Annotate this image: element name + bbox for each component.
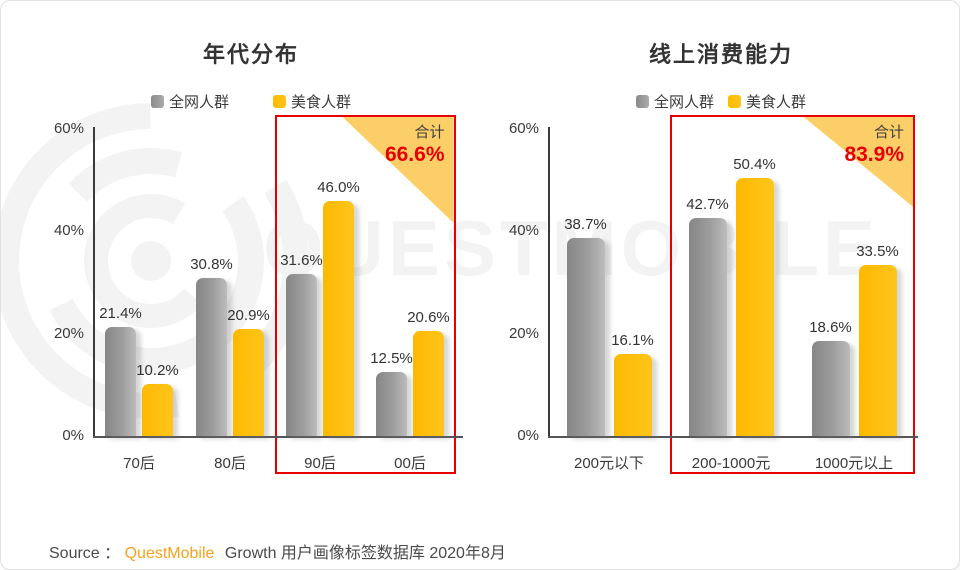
source-line: Source ： QuestMobile Growth 用户画像标签数据库 20… <box>49 539 506 563</box>
bar-全网人群-1000元以上 <box>811 340 850 436</box>
bar-value-label: 42.7% <box>686 195 729 213</box>
legend-swatch-food-group-icon <box>728 95 741 108</box>
highlight-total: 合计 66.6% <box>385 121 445 167</box>
chart-title-age-distribution: 年代分布 <box>202 42 299 67</box>
axis-tick-label: 40% <box>508 222 539 240</box>
legend-swatch-all-network-icon <box>635 95 649 108</box>
legend-online-spending: 全网人群 美食人群 <box>511 91 931 112</box>
x-axis-baseline <box>93 436 463 438</box>
bar-value-label: 30.8% <box>190 256 233 274</box>
legend-item-all-network: 全网人群 <box>635 91 714 112</box>
bar-value-label: 46.0% <box>317 178 360 196</box>
bar-value-label: 50.4% <box>733 156 776 174</box>
highlight-box: 合计 83.9% <box>670 115 915 474</box>
axis-tick-label: 20% <box>53 324 84 342</box>
axis-tick-label: 20% <box>508 324 539 342</box>
bar-value-label: 33.5% <box>856 242 899 260</box>
axis-tick-label: 60% <box>508 120 539 137</box>
legend-label-food-group: 美食人群 <box>291 94 352 111</box>
legend-age-distribution: 全网人群 美食人群 <box>41 91 461 112</box>
legend-label-all-network: 全网人群 <box>168 94 229 111</box>
source-brand: QuestMobile <box>124 545 215 562</box>
highlight-total-label: 合计 <box>414 124 445 141</box>
legend-swatch-food-group-icon <box>273 95 286 108</box>
legend-item-all-network: 全网人群 <box>150 91 229 112</box>
bar-全网人群-70后 <box>105 326 136 436</box>
highlight-total: 合计 83.9% <box>844 121 904 167</box>
bar-value-label: 12.5% <box>370 350 413 368</box>
category-label: 90后 <box>304 455 336 472</box>
source-prefix: Source ： <box>49 545 121 562</box>
category-label: 70后 <box>123 455 155 472</box>
bar-全网人群-00后 <box>376 372 407 436</box>
bar-value-label: 10.2% <box>136 361 179 379</box>
bar-value-label: 20.6% <box>407 308 450 326</box>
bar-value-label: 18.6% <box>809 318 852 336</box>
chart-header-age-distribution: 年代分布 全网人群 美食人群 <box>41 37 461 112</box>
source-rest: Growth 用户画像标签数据库 2020年8月 <box>224 545 506 562</box>
category-label: 200元以下 <box>573 455 645 472</box>
bar-value-label: 31.6% <box>280 252 323 270</box>
axis-tick-label: 0% <box>517 427 539 444</box>
highlight-total-label: 合计 <box>873 124 904 141</box>
legend-swatch-all-network-icon <box>150 95 164 108</box>
axis-tick-label: 60% <box>53 120 84 137</box>
bar-全网人群-200-1000元 <box>688 217 727 436</box>
bar-美食人群-90后 <box>323 200 354 436</box>
bar-美食人群-00后 <box>413 330 444 436</box>
y-axis-line <box>93 127 95 436</box>
bar-美食人群-70后 <box>142 383 173 436</box>
bar-value-label: 20.9% <box>227 307 270 325</box>
bar-美食人群-200元以下 <box>613 353 652 436</box>
bar-美食人群-200-1000元 <box>735 178 774 436</box>
chart-header-online-spending: 线上消费能力 全网人群 美食人群 <box>511 37 931 112</box>
legend-label-food-group: 美食人群 <box>746 94 807 111</box>
bar-value-label: 16.1% <box>611 331 654 349</box>
legend-item-food-group: 美食人群 <box>273 91 351 112</box>
highlight-total-value: 83.9% <box>844 143 904 166</box>
bar-美食人群-80后 <box>233 329 264 436</box>
highlight-box: 合计 66.6% <box>274 115 456 474</box>
x-axis-baseline <box>548 436 918 438</box>
category-label: 1000元以上 <box>814 455 894 472</box>
y-axis-line <box>548 127 550 436</box>
bar-value-label: 21.4% <box>99 304 142 322</box>
axis-tick-label: 40% <box>53 222 84 240</box>
category-label: 00后 <box>394 455 426 472</box>
highlight-total-value: 66.6% <box>384 143 445 166</box>
bar-value-label: 38.7% <box>564 215 607 233</box>
bar-全网人群-80后 <box>196 278 227 436</box>
chart-title-online-spending: 线上消费能力 <box>648 42 793 67</box>
bar-美食人群-1000元以上 <box>858 264 897 436</box>
bar-全网人群-200元以下 <box>566 237 605 436</box>
bar-全网人群-90后 <box>286 274 317 436</box>
axis-tick-label: 0% <box>62 427 84 444</box>
legend-label-all-network: 全网人群 <box>653 94 714 111</box>
category-label: 200-1000元 <box>691 455 771 472</box>
legend-item-food-group: 美食人群 <box>728 91 806 112</box>
category-label: 80后 <box>214 455 246 472</box>
